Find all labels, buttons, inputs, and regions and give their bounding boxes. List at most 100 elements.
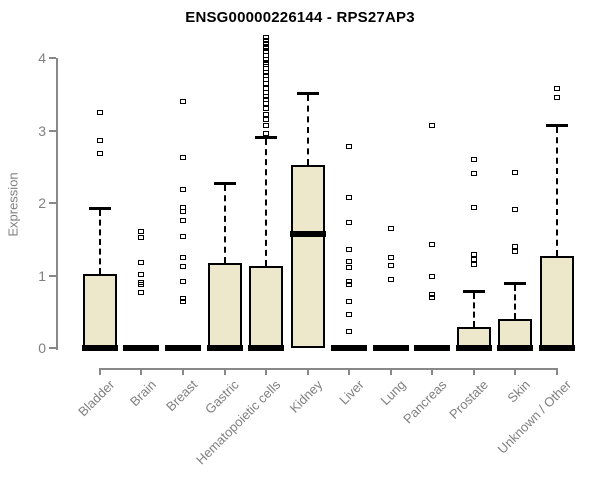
outlier-point	[512, 243, 519, 249]
boxplot-median	[206, 345, 243, 352]
outlier-point	[470, 256, 477, 262]
x-axis-tick	[306, 368, 309, 375]
boxplot-whisker	[306, 95, 309, 165]
boxplot-median	[455, 345, 492, 352]
outlier-point	[387, 225, 394, 231]
outlier-point	[553, 85, 560, 91]
boxplot-median	[289, 230, 326, 237]
outlier-point	[138, 290, 145, 296]
outlier-point	[346, 329, 353, 335]
outlier-point	[263, 43, 269, 49]
x-tick-label: Lung	[377, 377, 409, 409]
boxplot-whisker-cap	[504, 282, 527, 285]
boxplot-whisker	[98, 210, 101, 275]
outlier-point	[263, 34, 269, 40]
outlier-point	[387, 263, 394, 269]
outlier-point	[346, 311, 353, 317]
outlier-point	[263, 130, 269, 136]
y-axis-tick	[49, 57, 56, 60]
y-axis-line	[56, 58, 58, 351]
boxplot-box	[539, 256, 574, 349]
x-axis-tick	[389, 368, 392, 375]
x-axis-tick	[181, 368, 184, 375]
y-axis-tick	[49, 274, 56, 277]
outlier-point	[470, 261, 477, 267]
outlier-point	[96, 137, 103, 143]
y-tick-label: 1	[38, 267, 46, 284]
outlier-point	[138, 228, 145, 234]
outlier-point	[179, 208, 186, 214]
outlier-point	[263, 37, 269, 43]
boxplot-whisker-cap	[255, 135, 277, 139]
y-tick-label: 0	[38, 340, 46, 357]
outlier-point	[429, 295, 436, 301]
outlier-point	[470, 156, 477, 162]
outlier-point	[346, 298, 353, 304]
y-tick-label: 4	[38, 50, 46, 67]
outlier-point	[263, 56, 269, 62]
x-axis-tick	[223, 368, 226, 375]
boxplot-median	[331, 345, 368, 352]
y-axis-tick	[49, 129, 56, 132]
outlier-point	[346, 264, 353, 270]
outlier-point	[138, 235, 145, 240]
y-tick-label: 3	[38, 122, 46, 139]
outlier-point	[263, 116, 269, 122]
x-tick-label: Bladder	[75, 377, 118, 420]
y-tick-label: 2	[38, 195, 46, 212]
outlier-point	[179, 218, 186, 224]
boxplot-whisker-cap	[213, 181, 236, 185]
outlier-point	[138, 259, 145, 265]
boxplot-median	[81, 345, 118, 352]
outlier-point	[263, 123, 269, 129]
y-axis-tick	[49, 202, 56, 205]
boxplot-median	[248, 345, 284, 352]
outlier-point	[179, 155, 186, 161]
x-tick-label: Prostate	[446, 377, 492, 422]
x-axis-tick	[472, 368, 475, 375]
outlier-point	[96, 150, 103, 156]
boxplot-box	[82, 274, 117, 349]
outlier-point	[346, 279, 353, 285]
x-tick-label: Gastric	[202, 377, 243, 417]
x-tick-label: Unknown / Other	[494, 377, 575, 457]
boxplot-whisker	[514, 285, 517, 320]
outlier-point	[179, 264, 186, 270]
outlier-point	[179, 187, 186, 193]
outlier-point	[179, 298, 186, 304]
x-tick-label: Breast	[163, 377, 201, 415]
boxplot-box	[207, 262, 242, 349]
boxplot-box	[498, 319, 533, 349]
outlier-point	[512, 248, 519, 254]
outlier-point	[179, 98, 186, 104]
outlier-point	[512, 169, 519, 175]
boxplot-median	[372, 345, 409, 352]
outlier-point	[179, 296, 186, 301]
outlier-point	[429, 292, 436, 298]
boxplot-whisker-cap	[545, 123, 568, 127]
outlier-point	[346, 282, 353, 288]
x-tick-label: Skin	[504, 377, 533, 406]
boxplot-whisker	[555, 126, 558, 257]
x-axis-tick	[140, 368, 143, 375]
x-axis-tick	[431, 368, 434, 375]
outlier-point	[138, 272, 145, 277]
outlier-point	[346, 259, 353, 264]
x-tick-label: Pancreas	[400, 377, 450, 427]
outlier-point	[470, 251, 477, 257]
chart-title: ENSG00000226144 - RPS27AP3	[185, 9, 415, 26]
outlier-point	[429, 242, 436, 248]
outlier-point	[470, 170, 477, 176]
outlier-point	[96, 110, 103, 116]
boxplot-median	[164, 345, 201, 352]
outlier-point	[346, 195, 353, 201]
boxplot-whisker	[265, 138, 267, 267]
outlier-point	[263, 111, 269, 117]
boxplot-median	[414, 345, 451, 352]
outlier-point	[512, 206, 519, 212]
boxplot-box	[249, 266, 283, 349]
outlier-point	[346, 219, 353, 225]
outlier-point	[263, 105, 269, 111]
